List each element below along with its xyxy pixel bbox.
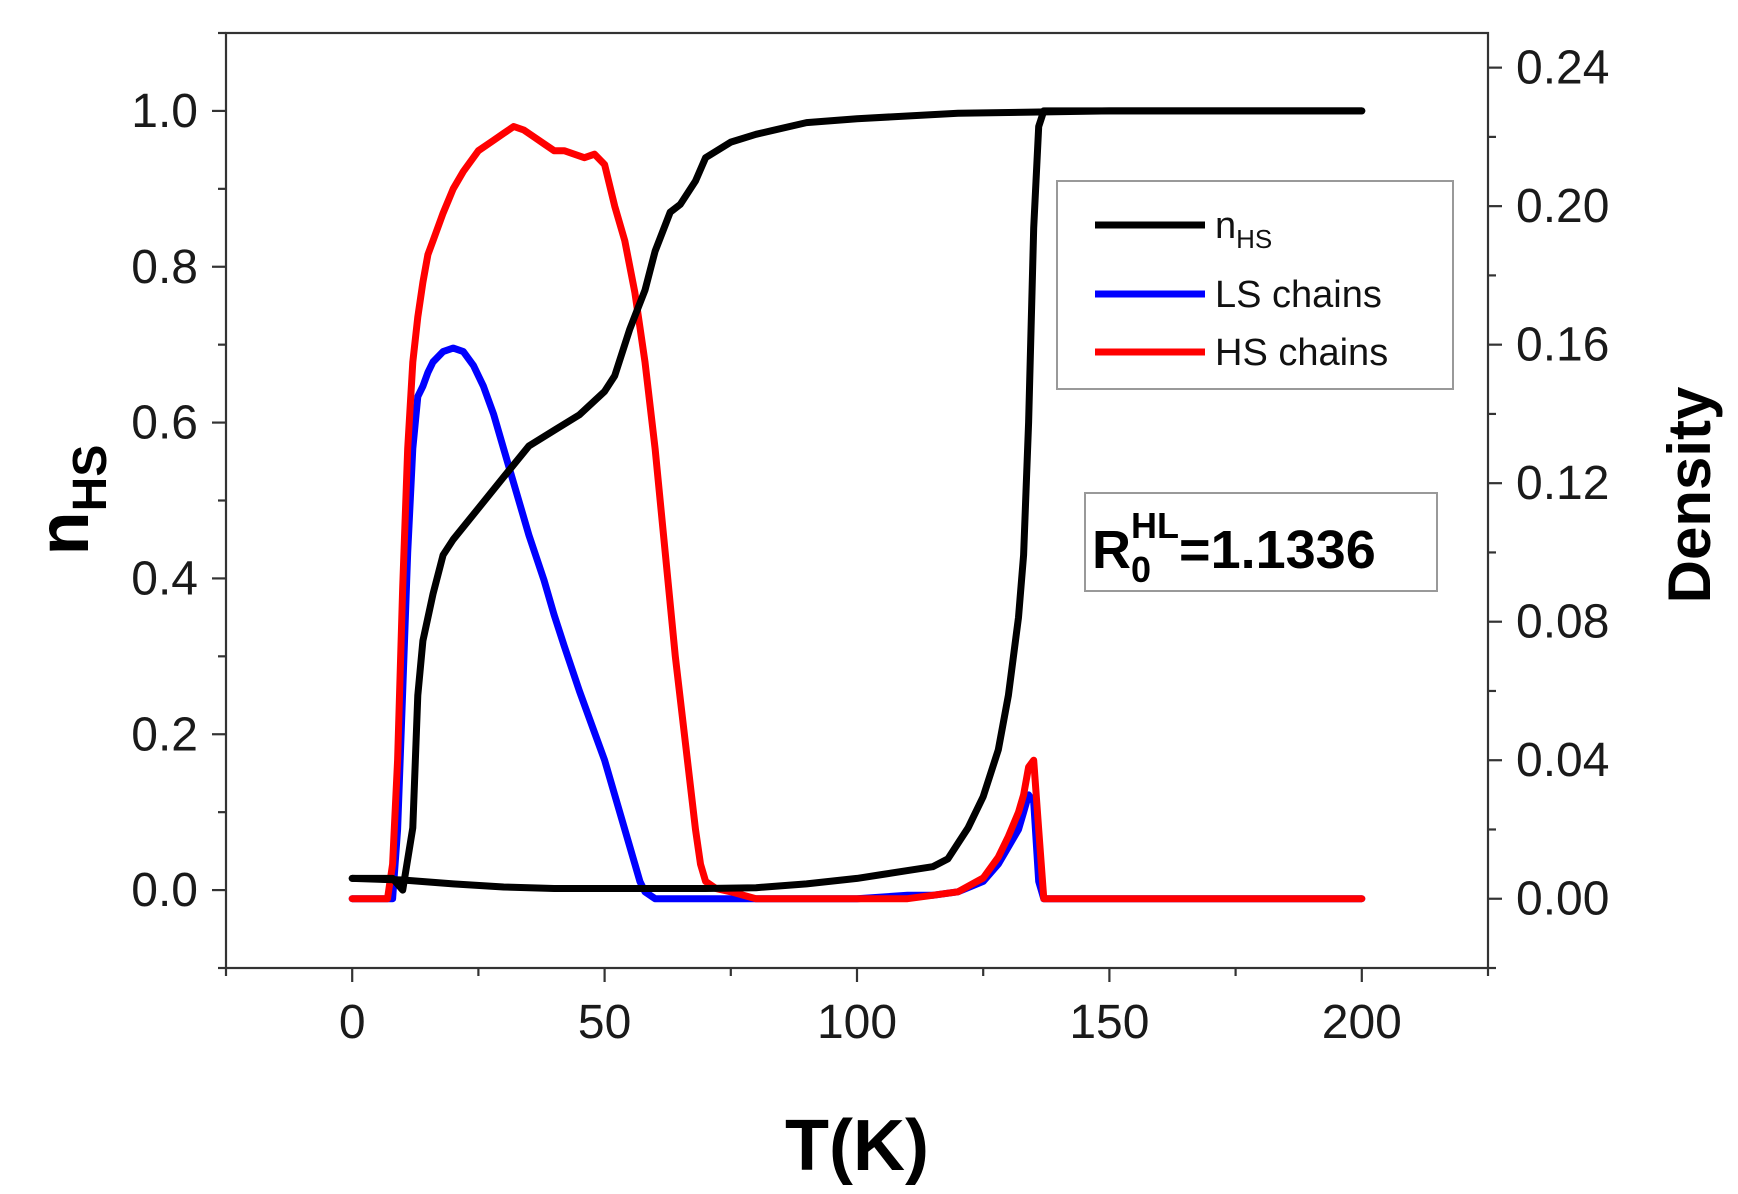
series-line-nhs [348, 107, 1366, 894]
right-y-axis-title: Density [1656, 386, 1723, 603]
x-tick-label: 100 [817, 996, 897, 1049]
annotation-text: R0HL=1.1336 [1092, 505, 1376, 590]
right-y-tick-label: 0.16 [1516, 319, 1609, 372]
series-layer [348, 107, 1366, 903]
right-y-tick-label: 0.08 [1516, 596, 1609, 649]
right-y-axis-ticks: 0.00 0.04 0.08 0.12 0.16 0.20 0.24 [1488, 42, 1609, 970]
svg-text:nHS: nHS [24, 445, 117, 556]
legend-label-nhs: nHS [1215, 205, 1272, 254]
left-y-axis-title-sub: HS [64, 445, 117, 512]
series-line-ls-chains [348, 344, 1366, 903]
left-y-tick-label: 0.6 [131, 397, 198, 450]
series-line-hs-chains [348, 123, 1366, 903]
annotation-box [1084, 492, 1438, 592]
right-y-tick-label: 0.20 [1516, 180, 1609, 233]
right-y-tick-label: 0.12 [1516, 457, 1609, 510]
legend-label-hs-chains: HS chains [1215, 332, 1388, 374]
legend-box [1056, 180, 1454, 390]
left-y-tick-label: 0.4 [131, 552, 198, 605]
right-y-tick-label: 0.04 [1516, 734, 1609, 787]
right-y-tick-label: 0.00 [1516, 873, 1609, 926]
left-y-axis-title: nHS [24, 445, 117, 556]
x-tick-label: 150 [1069, 996, 1149, 1049]
x-tick-label: 0 [339, 996, 366, 1049]
legend-label-ls-chains: LS chains [1215, 274, 1382, 316]
left-y-tick-label: 0.8 [131, 241, 198, 294]
left-y-tick-label: 0.0 [131, 864, 198, 917]
series-line-nhs-warming-branch- [348, 107, 1366, 892]
left-y-axis-title-main: n [24, 511, 104, 555]
right-y-tick-label: 0.24 [1516, 42, 1609, 95]
x-tick-label: 50 [578, 996, 631, 1049]
left-y-tick-label: 0.2 [131, 708, 198, 761]
x-axis-ticks: 0 50 100 150 200 [224, 968, 1490, 1049]
left-y-axis-ticks: 0.0 0.2 0.4 0.6 0.8 1.0 [131, 31, 226, 970]
left-y-tick-label: 1.0 [131, 85, 198, 138]
legend: nHS LS chains HS chains [1056, 180, 1454, 390]
x-tick-label: 200 [1322, 996, 1402, 1049]
r0-annotation: R0HL=1.1336 [1084, 492, 1438, 592]
right-y-axis-title-text: Density [1656, 386, 1723, 603]
x-axis-title: T(K) [785, 1106, 929, 1186]
